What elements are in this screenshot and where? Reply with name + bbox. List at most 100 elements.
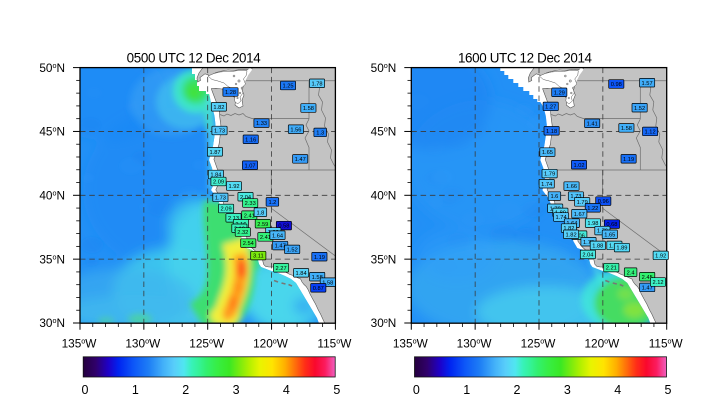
svg-text:45oN: 45oN [39,125,65,139]
svg-text:2.04: 2.04 [582,253,593,259]
svg-text:1: 1 [463,383,470,397]
svg-text:3: 3 [233,383,240,397]
svg-text:4: 4 [614,383,621,397]
svg-text:1.74: 1.74 [556,215,567,221]
svg-text:1.16: 1.16 [245,137,256,143]
svg-text:1.58: 1.58 [303,106,314,112]
svg-text:1.82: 1.82 [563,226,574,232]
svg-text:135oW: 135oW [393,337,429,351]
svg-text:1.87: 1.87 [209,150,220,156]
svg-text:125oW: 125oW [521,337,557,351]
svg-text:2: 2 [514,383,521,397]
svg-text:2.27: 2.27 [276,266,287,272]
svg-text:1.92: 1.92 [228,184,239,190]
svg-text:115oW: 115oW [649,337,684,351]
svg-text:0.96: 0.96 [598,199,609,205]
svg-text:1.73: 1.73 [570,194,581,200]
svg-text:1.52: 1.52 [287,248,298,254]
svg-text:0.58: 0.58 [278,224,289,230]
svg-text:1.58: 1.58 [312,275,323,281]
svg-text:1.3: 1.3 [316,131,324,137]
svg-text:1.41: 1.41 [587,121,598,127]
svg-text:2.32: 2.32 [237,230,248,236]
svg-text:1.65: 1.65 [604,232,615,238]
svg-text:30oN: 30oN [39,316,65,330]
svg-text:35oN: 35oN [371,252,397,266]
svg-text:1.47: 1.47 [295,157,306,163]
svg-text:1.29: 1.29 [554,90,565,96]
svg-text:1.33: 1.33 [256,121,267,127]
svg-text:0.98: 0.98 [611,82,622,88]
svg-text:1.47: 1.47 [275,244,286,250]
svg-text:2.13: 2.13 [228,216,239,222]
svg-text:1.19: 1.19 [623,157,634,163]
svg-text:2.09: 2.09 [221,207,232,213]
svg-text:1.82: 1.82 [566,232,577,238]
svg-text:2.54: 2.54 [243,241,254,247]
svg-text:1.19: 1.19 [314,255,325,261]
svg-text:1.89: 1.89 [616,246,627,252]
svg-text:0: 0 [413,383,420,397]
svg-text:130oW: 130oW [457,337,493,351]
svg-text:1.78: 1.78 [311,81,322,87]
svg-text:2.12: 2.12 [652,280,663,286]
svg-text:1.73: 1.73 [583,240,594,246]
svg-text:1.73: 1.73 [215,196,226,202]
svg-text:2.04: 2.04 [240,195,251,201]
svg-text:1.73: 1.73 [214,129,225,135]
svg-text:50oN: 50oN [371,61,397,75]
svg-text:1: 1 [132,383,139,397]
svg-text:3.11: 3.11 [253,254,264,260]
svg-text:30oN: 30oN [371,316,397,330]
svg-text:115oW: 115oW [317,337,352,351]
svg-text:2.41: 2.41 [260,235,271,241]
svg-text:1.58: 1.58 [621,126,632,132]
svg-text:2.4: 2.4 [627,270,635,276]
svg-text:1.74: 1.74 [541,182,552,188]
svg-text:1.84: 1.84 [296,271,307,277]
svg-text:0.68: 0.68 [606,222,617,228]
svg-text:2.41: 2.41 [244,213,255,219]
svg-text:1.27: 1.27 [545,105,556,111]
svg-text:1.64: 1.64 [272,233,283,239]
svg-text:4: 4 [283,383,290,397]
svg-text:2.21: 2.21 [606,266,617,272]
svg-text:1.56: 1.56 [290,127,301,133]
svg-text:1.12: 1.12 [645,130,656,136]
svg-text:0: 0 [82,383,89,397]
svg-text:2.09: 2.09 [213,180,224,186]
svg-text:1.57: 1.57 [642,81,653,87]
svg-text:2: 2 [182,383,189,397]
svg-text:1600 UTC 12 Dec 2014: 1600 UTC 12 Dec 2014 [458,51,593,66]
svg-text:1.79: 1.79 [577,200,588,206]
svg-text:2.59: 2.59 [257,222,268,228]
svg-text:2.06: 2.06 [574,233,585,239]
svg-text:1.2: 1.2 [268,200,276,206]
svg-text:1.47: 1.47 [642,286,653,292]
svg-text:1.66: 1.66 [566,184,577,190]
svg-text:5: 5 [333,383,340,397]
svg-text:135oW: 135oW [62,337,98,351]
svg-text:1.92: 1.92 [655,254,666,260]
svg-text:45oN: 45oN [371,125,397,139]
svg-text:1.8: 1.8 [256,210,264,216]
svg-text:1.25: 1.25 [282,84,293,90]
svg-text:1.98: 1.98 [587,221,598,227]
svg-text:1.22: 1.22 [587,206,598,212]
svg-text:5: 5 [665,383,672,397]
svg-text:120oW: 120oW [584,337,620,351]
svg-text:0.87: 0.87 [313,286,324,292]
svg-text:1.52: 1.52 [634,106,645,112]
svg-text:40oN: 40oN [371,189,397,203]
svg-text:35oN: 35oN [39,252,65,266]
svg-text:0500 UTC 12 Dec 2014: 0500 UTC 12 Dec 2014 [127,51,262,66]
svg-text:1.07: 1.07 [244,163,255,169]
svg-text:1.02: 1.02 [573,163,584,169]
svg-text:125oW: 125oW [189,337,225,351]
svg-text:1.79: 1.79 [544,172,555,178]
svg-text:1.58: 1.58 [322,280,333,286]
svg-text:1.67: 1.67 [574,212,585,218]
svg-text:50oN: 50oN [39,61,65,75]
svg-text:1.84: 1.84 [210,173,221,179]
svg-text:3: 3 [564,383,571,397]
